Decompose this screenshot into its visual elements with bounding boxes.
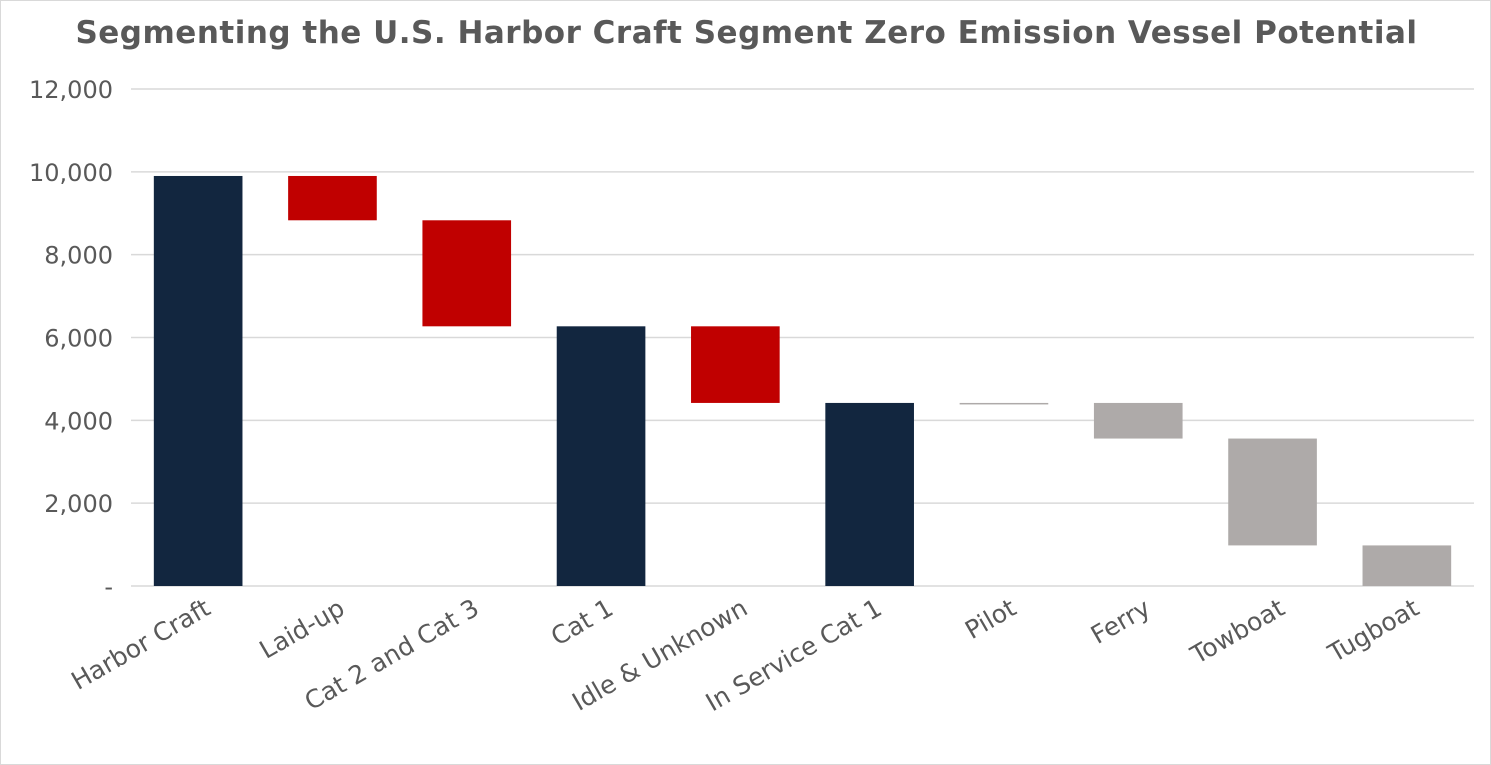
y-tick-label: -	[104, 573, 113, 601]
x-tick-label: Ferry	[1086, 593, 1156, 650]
bar-harbor-craft	[153, 175, 243, 586]
bar-ferry	[1093, 402, 1183, 439]
bar-towboat	[1228, 438, 1317, 546]
bar-in-service-cat-1	[825, 402, 914, 586]
x-tick-label: Tugboat	[1322, 593, 1424, 668]
gridlines	[131, 88, 1474, 587]
x-tick-label: Laid-up	[255, 593, 350, 665]
bars	[153, 175, 1452, 586]
y-tick-label: 2,000	[44, 490, 113, 518]
x-tick-label: Towboat	[1185, 593, 1290, 670]
x-tick-label: Cat 1	[546, 593, 618, 651]
bar-tugboat	[1362, 545, 1452, 586]
bar-pilot	[959, 402, 1049, 405]
bar-cat-2-and-cat-3	[422, 220, 512, 327]
y-tick-label: 4,000	[44, 407, 113, 435]
chart-title: Segmenting the U.S. Harbor Craft Segment…	[75, 15, 1418, 51]
bar-idle-unknown	[691, 326, 780, 403]
x-tick-label: Harbor Craft	[66, 593, 215, 696]
y-tick-label: 10,000	[29, 159, 113, 187]
y-tick-label: 6,000	[44, 325, 113, 353]
y-tick-label: 12,000	[29, 76, 113, 104]
bar-laid-up	[288, 175, 377, 221]
y-axis-ticks: - 2,000 4,000 6,000 8,000 10,000 12,000	[29, 76, 113, 601]
x-tick-label: Pilot	[960, 593, 1021, 645]
bar-cat-1	[556, 326, 646, 586]
y-tick-label: 8,000	[44, 242, 113, 270]
